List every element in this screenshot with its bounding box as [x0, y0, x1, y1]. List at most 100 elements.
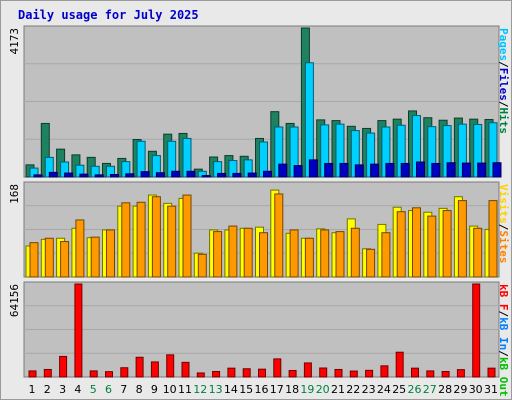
legend-entry: / [497, 224, 510, 231]
bar-pages-day-7: Pages 7: 90 [125, 173, 135, 178]
bar-sites-day-21: Sites 21: 82 [335, 231, 345, 278]
legend-entry: Hits [497, 108, 510, 135]
day-label-21: 21 [331, 383, 345, 396]
bar-pages-day-14: Pages 14: 100 [232, 172, 242, 178]
day-label-16: 16 [255, 383, 269, 396]
bar-kb-f-day-11: kB F 11: 10100 [181, 361, 190, 378]
bar-pages-day-30: Pages 30: 390 [477, 162, 487, 178]
bar-sites-day-25: Sites 25: 118 [396, 211, 406, 278]
legend-entry: Visits [497, 184, 510, 224]
day-label-31: 31 [484, 383, 498, 396]
bar-pages-day-23: Pages 23: 360 [370, 163, 380, 178]
bar-pages-day-29: Pages 29: 390 [461, 162, 471, 178]
bar-kb-f-day-15: kB F 15: 5700 [242, 368, 251, 378]
bar-sites-day-12: Sites 12: 41 [197, 253, 207, 278]
day-labels: 1 2 3 4 5 6 7 8 9 10 11 12 13 14 15 16 17 18 19 20 21 22 23 24 2… [29, 383, 499, 396]
day-label-5: 5 [90, 383, 97, 396]
bar-kb-f-day-5: kB F 5: 4200 [89, 370, 98, 378]
day-label-18: 18 [285, 383, 299, 396]
bar-kb-f-day-18: kB F 18: 4500 [288, 369, 297, 378]
panel-kbytes: kB F 1: 4200 kB F 2: 5200 kB F 3: 14200 kB … [8, 281, 510, 397]
day-label-3: 3 [59, 383, 66, 396]
day-label-9: 9 [151, 383, 158, 396]
bar-pages-day-11: Pages 11: 160 [186, 170, 196, 178]
series-pages: Pages 1: 60 Pages 2: 130 Pages 3: 110 Pages… [33, 159, 502, 178]
bar-pages-day-3: Pages 3: 110 [64, 172, 74, 178]
bar-kb-f-day-4: kB F 4: 64156 [74, 283, 83, 378]
bar-pages-day-15: Pages 15: 110 [247, 172, 257, 178]
bar-kb-f-day-27: kB F 27: 4200 [426, 370, 435, 378]
bar-pages-day-16: Pages 16: 160 [263, 170, 272, 178]
legend-entry: kB Out [497, 357, 510, 397]
bar-sites-day-5: Sites 5: 72 [90, 236, 100, 278]
day-label-13: 13 [209, 383, 223, 396]
bar-kb-f-day-1: kB F 1: 4200 [28, 370, 37, 378]
bar-sites-day-31: Sites 31: 138 [488, 200, 498, 278]
bar-pages-day-31: Pages 31: 400 [492, 162, 502, 178]
day-label-24: 24 [377, 383, 391, 396]
bar-sites-day-10: Sites 10: 128 [167, 205, 177, 278]
bar-sites-day-23: Sites 23: 50 [366, 248, 376, 278]
bar-kb-f-day-3: kB F 3: 14200 [59, 355, 68, 378]
day-label-4: 4 [74, 383, 81, 396]
day-label-14: 14 [224, 383, 238, 396]
bar-kb-f-day-17: kB F 17: 12500 [273, 358, 282, 378]
bar-pages-day-5: Pages 5: 60 [94, 174, 104, 178]
bar-sites-day-1: Sites 1: 62 [29, 242, 39, 278]
bar-kb-f-day-8: kB F 8: 13600 [135, 356, 144, 378]
chart-title: Daily usage for July 2025 [18, 8, 199, 22]
bar-sites-day-7: Sites 7: 134 [121, 202, 131, 278]
bar-sites-day-28: Sites 28: 120 [442, 210, 452, 278]
legend-entry: Sites [497, 230, 510, 263]
day-label-20: 20 [316, 383, 330, 396]
bar-sites-day-19: Sites 19: 70 [304, 237, 314, 278]
day-label-8: 8 [136, 383, 143, 396]
bar-kb-f-day-2: kB F 2: 5200 [43, 368, 52, 378]
bar-pages-day-4: Pages 4: 80 [79, 173, 89, 178]
day-label-10: 10 [163, 383, 177, 396]
y-max-label: 168 [8, 184, 21, 204]
legend-visits-sites: Visits/Sites [497, 184, 510, 264]
bar-sites-day-22: Sites 22: 88 [350, 227, 360, 278]
legend-entry: Files [497, 68, 510, 101]
legend-entry: Pages [497, 28, 510, 61]
bar-kb-f-day-13: kB F 13: 3800 [212, 370, 221, 378]
bar-pages-day-27: Pages 27: 380 [431, 162, 441, 178]
bar-sites-day-6: Sites 6: 85 [106, 229, 115, 278]
bar-pages-day-28: Pages 28: 400 [446, 162, 456, 178]
bar-pages-day-10: Pages 10: 160 [171, 170, 181, 178]
bar-sites-day-3: Sites 3: 64 [60, 241, 70, 278]
bar-sites-day-18: Sites 18: 85 [289, 229, 299, 278]
bar-sites-day-13: Sites 13: 82 [213, 231, 223, 278]
bar-sites-day-15: Sites 15: 88 [243, 227, 253, 278]
legend-kbytes: kB F/kB In/kB Out [497, 284, 510, 397]
day-label-6: 6 [105, 383, 112, 396]
day-label-1: 1 [29, 383, 36, 396]
day-label-30: 30 [469, 383, 483, 396]
bar-sites-day-29: Sites 29: 138 [457, 200, 467, 278]
bar-kb-f-day-6: kB F 6: 3700 [105, 371, 113, 378]
bar-kb-f-day-26: kB F 26: 6100 [411, 367, 419, 378]
day-label-15: 15 [239, 383, 253, 396]
day-label-11: 11 [178, 383, 192, 396]
day-label-23: 23 [362, 383, 376, 396]
bar-kb-f-day-19: kB F 19: 9700 [303, 362, 312, 378]
legend-entry: / [497, 350, 510, 357]
series-kb-f: kB F 1: 4200 kB F 2: 5200 kB F 3: 14200 kB … [28, 283, 496, 378]
bar-kb-f-day-16: kB F 16: 5400 [258, 368, 266, 378]
bar-sites-day-30: Sites 30: 88 [473, 227, 483, 278]
legend-entry: / [497, 311, 510, 318]
legend-hits-files-pages: Pages/Files/Hits [497, 28, 510, 134]
bar-sites-day-2: Sites 2: 70 [44, 237, 54, 278]
day-label-26: 26 [408, 383, 422, 396]
day-label-17: 17 [270, 383, 284, 396]
day-label-29: 29 [453, 383, 467, 396]
bar-pages-day-19: Pages 19: 480 [308, 159, 318, 178]
bar-pages-day-12: Pages 12: 40 [201, 175, 211, 178]
bar-sites-day-24: Sites 24: 80 [381, 232, 391, 278]
bar-pages-day-8: Pages 8: 150 [140, 171, 150, 178]
series-sites: Sites 1: 62 Sites 2: 70 Sites 3: 64 Sites 4… [29, 193, 498, 278]
bar-kb-f-day-24: kB F 24: 7700 [380, 365, 389, 378]
